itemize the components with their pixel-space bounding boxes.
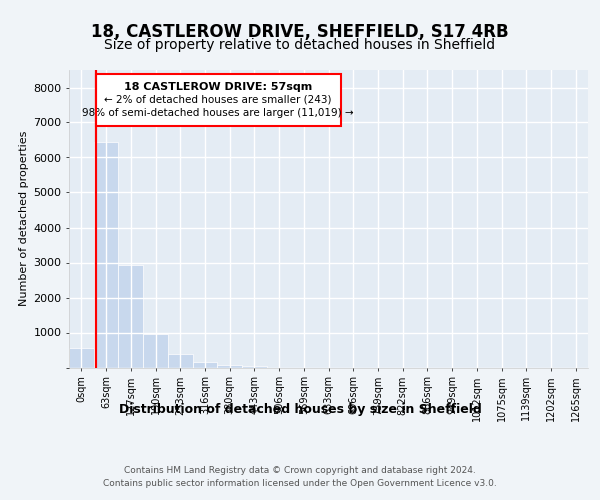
Bar bbox=[69, 348, 94, 368]
Text: 18, CASTLEROW DRIVE, SHEFFIELD, S17 4RB: 18, CASTLEROW DRIVE, SHEFFIELD, S17 4RB bbox=[91, 22, 509, 40]
Bar bbox=[217, 364, 242, 368]
Bar bbox=[143, 334, 168, 368]
Text: Size of property relative to detached houses in Sheffield: Size of property relative to detached ho… bbox=[104, 38, 496, 52]
Bar bbox=[94, 142, 118, 368]
Text: 18 CASTLEROW DRIVE: 57sqm: 18 CASTLEROW DRIVE: 57sqm bbox=[124, 82, 313, 92]
Bar bbox=[118, 265, 143, 368]
Text: 98% of semi-detached houses are larger (11,019) →: 98% of semi-detached houses are larger (… bbox=[82, 108, 354, 118]
Text: Distribution of detached houses by size in Sheffield: Distribution of detached houses by size … bbox=[119, 402, 481, 415]
Text: Contains HM Land Registry data © Crown copyright and database right 2024.
Contai: Contains HM Land Registry data © Crown c… bbox=[103, 466, 497, 487]
Y-axis label: Number of detached properties: Number of detached properties bbox=[19, 131, 29, 306]
Text: ← 2% of detached houses are smaller (243): ← 2% of detached houses are smaller (243… bbox=[104, 95, 332, 105]
Bar bbox=[193, 362, 217, 368]
Bar bbox=[168, 354, 193, 368]
FancyBboxPatch shape bbox=[95, 74, 341, 126]
Bar bbox=[242, 366, 267, 368]
